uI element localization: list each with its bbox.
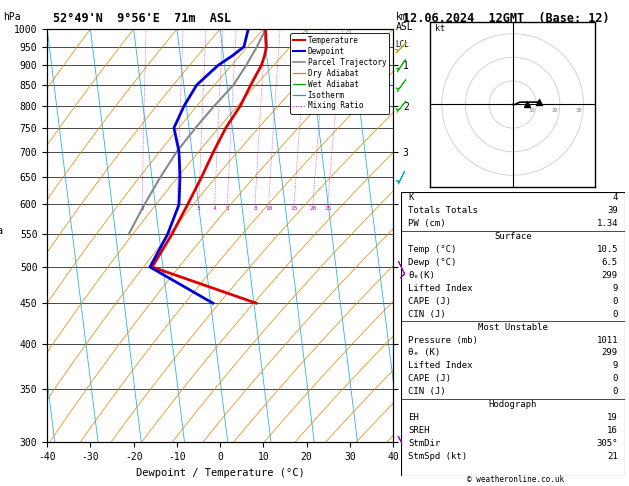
Text: 4: 4 — [613, 193, 618, 202]
Text: 16: 16 — [607, 426, 618, 435]
Text: 39: 39 — [607, 207, 618, 215]
Text: 5: 5 — [226, 206, 230, 210]
Text: Pressure (mb): Pressure (mb) — [408, 335, 478, 345]
Text: PW (cm): PW (cm) — [408, 219, 445, 228]
Text: 1011: 1011 — [596, 335, 618, 345]
Text: Surface: Surface — [494, 232, 532, 241]
Text: 15: 15 — [291, 206, 298, 210]
FancyBboxPatch shape — [401, 192, 625, 476]
Text: 8: 8 — [253, 206, 257, 210]
Text: EH: EH — [408, 413, 419, 422]
Text: Dewp (°C): Dewp (°C) — [408, 258, 457, 267]
Text: 0: 0 — [613, 374, 618, 383]
Text: 3: 3 — [197, 206, 201, 210]
Text: 0: 0 — [613, 310, 618, 319]
Text: LCL: LCL — [395, 40, 409, 50]
Text: 9: 9 — [613, 284, 618, 293]
Text: 10: 10 — [265, 206, 272, 210]
Text: Temp (°C): Temp (°C) — [408, 245, 457, 254]
Text: 25: 25 — [324, 206, 331, 210]
Text: Lifted Index: Lifted Index — [408, 362, 472, 370]
Text: km: km — [396, 12, 408, 22]
Text: 20: 20 — [309, 206, 316, 210]
Text: kt: kt — [435, 24, 445, 34]
Text: θₑ (K): θₑ (K) — [408, 348, 440, 358]
Text: CIN (J): CIN (J) — [408, 310, 445, 319]
Text: hPa: hPa — [3, 12, 21, 22]
Text: 30: 30 — [576, 107, 582, 113]
Legend: Temperature, Dewpoint, Parcel Trajectory, Dry Adiabat, Wet Adiabat, Isotherm, Mi: Temperature, Dewpoint, Parcel Trajectory… — [290, 33, 389, 114]
Text: CIN (J): CIN (J) — [408, 387, 445, 396]
Text: CAPE (J): CAPE (J) — [408, 374, 451, 383]
Text: 6.5: 6.5 — [602, 258, 618, 267]
Text: Totals Totals: Totals Totals — [408, 207, 478, 215]
Text: 20: 20 — [552, 107, 559, 113]
Text: 21: 21 — [607, 452, 618, 461]
Text: Hodograph: Hodograph — [489, 400, 537, 409]
Text: 1.34: 1.34 — [596, 219, 618, 228]
Text: 12.06.2024  12GMT  (Base: 12): 12.06.2024 12GMT (Base: 12) — [403, 12, 609, 25]
Text: 10.5: 10.5 — [596, 245, 618, 254]
Text: StmDir: StmDir — [408, 439, 440, 448]
Text: Lifted Index: Lifted Index — [408, 284, 472, 293]
Text: K: K — [408, 193, 413, 202]
Text: 9: 9 — [613, 362, 618, 370]
Text: Most Unstable: Most Unstable — [478, 323, 548, 331]
Text: SREH: SREH — [408, 426, 430, 435]
Text: 19: 19 — [607, 413, 618, 422]
Text: CAPE (J): CAPE (J) — [408, 297, 451, 306]
Text: 2: 2 — [175, 206, 179, 210]
Text: 299: 299 — [602, 348, 618, 358]
Text: 0: 0 — [613, 297, 618, 306]
Text: StmSpd (kt): StmSpd (kt) — [408, 452, 467, 461]
Text: θₑ(K): θₑ(K) — [408, 271, 435, 280]
Text: 1: 1 — [140, 206, 144, 210]
Text: 4: 4 — [213, 206, 216, 210]
Text: 299: 299 — [602, 271, 618, 280]
Text: 52°49'N  9°56'E  71m  ASL: 52°49'N 9°56'E 71m ASL — [53, 12, 231, 25]
Text: 305°: 305° — [596, 439, 618, 448]
Text: © weatheronline.co.uk: © weatheronline.co.uk — [467, 474, 564, 484]
Y-axis label: hPa: hPa — [0, 226, 3, 236]
Text: 0: 0 — [613, 387, 618, 396]
Text: ASL: ASL — [396, 22, 414, 32]
X-axis label: Dewpoint / Temperature (°C): Dewpoint / Temperature (°C) — [136, 468, 304, 478]
Text: 10: 10 — [528, 107, 535, 113]
